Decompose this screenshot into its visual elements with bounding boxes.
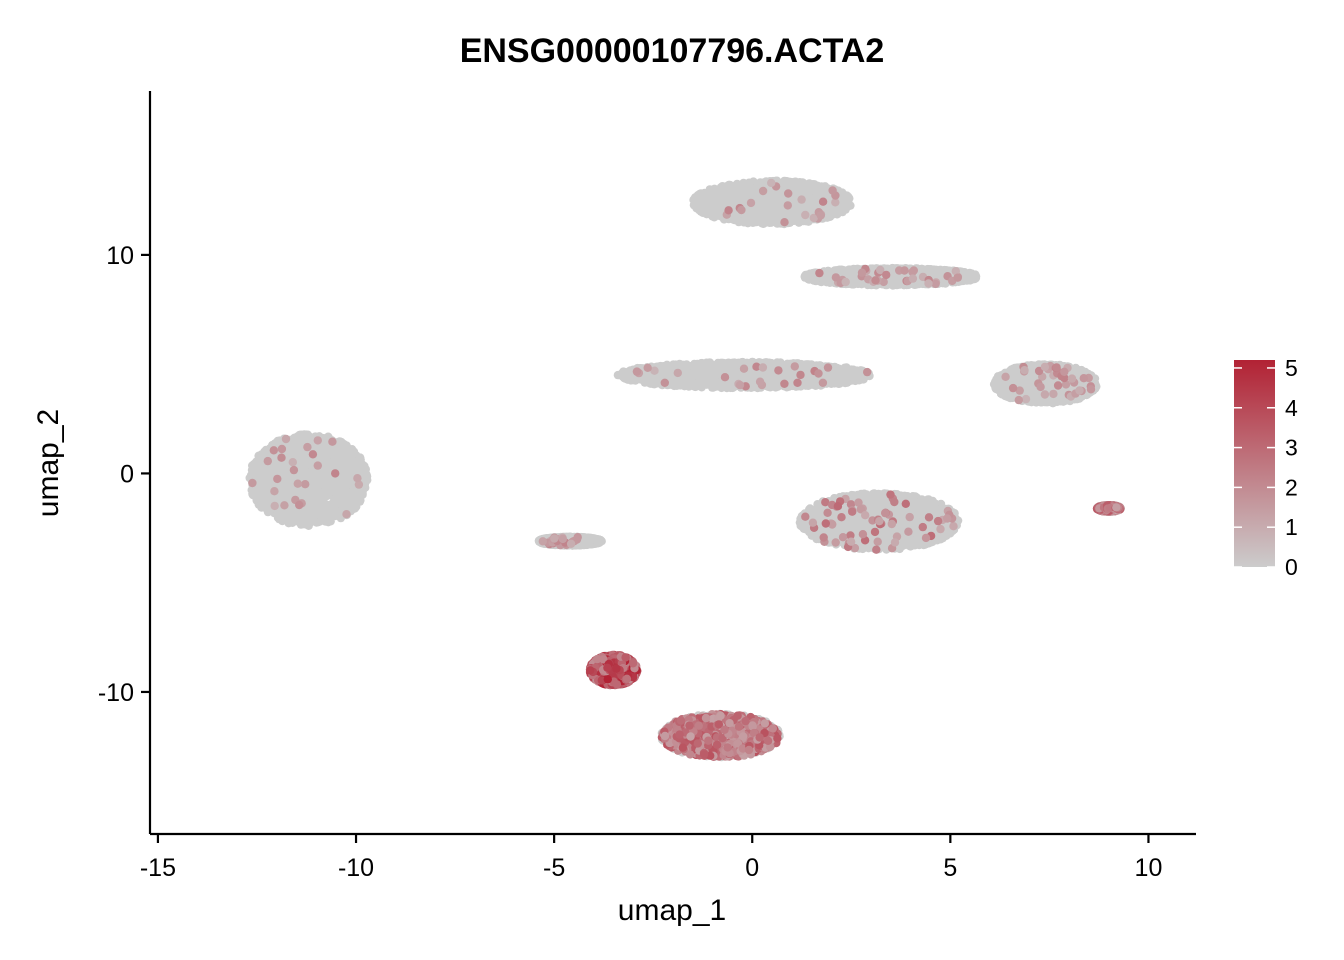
data-point [790,180,799,189]
data-point [363,475,372,485]
data-point [745,373,754,382]
data-point [263,503,272,512]
data-point [323,484,333,493]
data-point [306,472,316,481]
data-point [845,194,854,203]
data-point [293,510,303,520]
data-point [842,367,852,376]
data-point [319,492,328,501]
data-point [833,378,842,387]
data-point [326,517,335,526]
data-point [695,204,704,213]
data-point [705,196,714,205]
data-point [774,207,783,216]
data-point [349,447,359,456]
data-point [284,517,293,526]
data-point [311,509,320,518]
data-point [707,360,716,369]
data-point [615,370,624,380]
data-point [282,474,291,483]
data-point [696,374,705,383]
data-point [323,506,333,516]
data-point [808,201,818,211]
data-point [833,369,842,379]
data-point [669,377,678,387]
data-point [767,214,776,224]
data-point [665,368,674,377]
data-point [345,460,355,469]
data-point [712,187,721,196]
data-point [333,448,343,457]
data-point [756,178,765,187]
data-point [337,437,346,447]
data-point [305,432,314,441]
data-point [795,204,805,213]
data-point [321,457,330,466]
data-point [360,464,370,473]
data-point [303,520,313,530]
chart-title: ENSG00000107796.ACTA2 [460,32,885,70]
data-point [689,195,698,205]
data-point [332,493,341,503]
data-point [851,376,860,386]
data-point [781,368,791,377]
data-point [301,462,310,471]
data-point [346,497,356,506]
data-point [252,493,261,503]
data-point [680,382,689,391]
data-point [811,193,821,202]
scatter-points [245,176,1125,762]
data-point [306,489,315,498]
data-point [739,178,748,188]
data-point [715,359,724,368]
data-point [742,191,751,200]
data-point [308,481,317,490]
data-point [299,471,309,480]
data-point [707,371,716,380]
data-point [708,209,717,219]
data-point [310,496,320,505]
data-point [747,212,757,221]
data-point [804,182,813,191]
data-point [766,206,775,215]
data-point [820,184,830,194]
data-point [729,364,738,373]
data-point [684,370,693,379]
data-point [724,187,733,196]
data-point [260,485,269,494]
data-point [273,513,283,522]
